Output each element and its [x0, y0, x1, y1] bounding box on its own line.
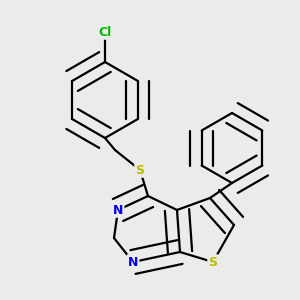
Text: S: S	[136, 164, 145, 176]
Text: Cl: Cl	[98, 26, 112, 38]
Text: N: N	[128, 256, 138, 268]
Text: N: N	[113, 203, 123, 217]
Text: S: S	[208, 256, 217, 268]
